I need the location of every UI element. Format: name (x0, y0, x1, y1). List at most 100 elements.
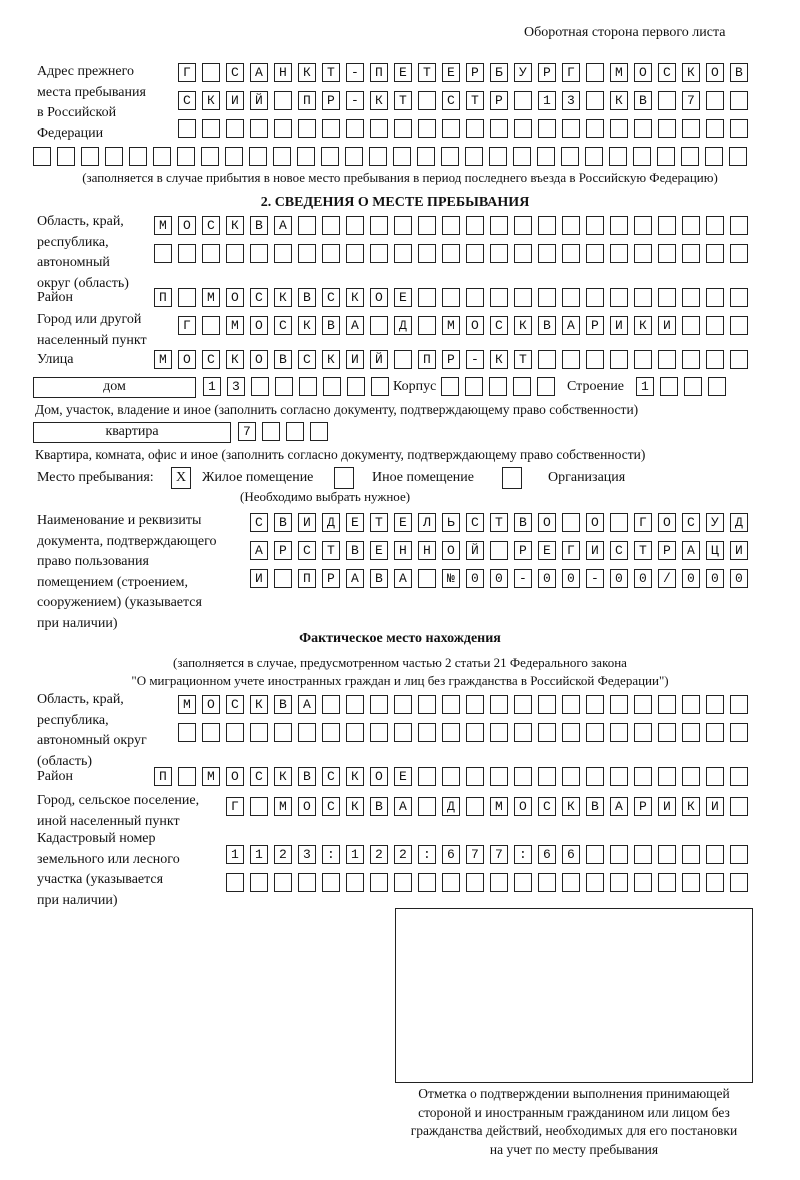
char-cell[interactable] (202, 63, 220, 82)
char-cell[interactable] (538, 216, 556, 235)
char-cell[interactable] (298, 244, 316, 263)
char-cell[interactable] (706, 288, 724, 307)
char-cell[interactable] (658, 288, 676, 307)
char-cell[interactable] (514, 244, 532, 263)
char-cell[interactable] (684, 377, 702, 396)
char-cell[interactable] (706, 767, 724, 786)
char-cell[interactable] (310, 422, 328, 441)
char-cell[interactable] (298, 350, 316, 369)
char-cell[interactable] (609, 147, 627, 166)
char-cell[interactable] (274, 216, 292, 235)
char-cell[interactable] (610, 513, 628, 532)
char-cell[interactable] (586, 216, 604, 235)
char-cell[interactable] (345, 147, 363, 166)
char-cell[interactable] (538, 569, 556, 588)
char-cell[interactable] (514, 541, 532, 560)
char-cell[interactable] (178, 350, 196, 369)
char-cell[interactable] (154, 216, 172, 235)
char-cell[interactable] (442, 63, 460, 82)
char-cell[interactable] (178, 316, 196, 335)
char-cell[interactable] (203, 377, 221, 396)
char-cell[interactable] (658, 723, 676, 742)
char-cell[interactable] (250, 873, 268, 892)
char-cell[interactable] (346, 797, 364, 816)
char-cell[interactable] (538, 288, 556, 307)
char-cell[interactable] (274, 797, 292, 816)
char-cell[interactable] (466, 350, 484, 369)
char-cell[interactable] (370, 63, 388, 82)
char-cell[interactable] (202, 216, 220, 235)
char-cell[interactable] (370, 541, 388, 560)
char-cell[interactable] (610, 91, 628, 110)
char-cell[interactable] (202, 316, 220, 335)
char-cell[interactable] (538, 541, 556, 560)
char-cell[interactable] (538, 797, 556, 816)
char-cell[interactable] (610, 288, 628, 307)
char-cell[interactable] (610, 695, 628, 714)
char-cell[interactable] (262, 422, 280, 441)
char-cell[interactable] (226, 797, 244, 816)
char-cell[interactable] (658, 91, 676, 110)
char-cell[interactable] (346, 316, 364, 335)
char-cell[interactable] (322, 244, 340, 263)
char-cell[interactable] (610, 767, 628, 786)
char-cell[interactable] (490, 767, 508, 786)
char-cell[interactable] (706, 513, 724, 532)
char-cell[interactable] (369, 147, 387, 166)
char-cell[interactable] (442, 119, 460, 138)
char-cell[interactable] (417, 147, 435, 166)
char-cell[interactable] (274, 316, 292, 335)
char-cell[interactable] (538, 845, 556, 864)
char-cell[interactable] (81, 147, 99, 166)
char-cell[interactable] (610, 119, 628, 138)
char-cell[interactable] (394, 216, 412, 235)
apartment-type-field[interactable]: квартира (33, 422, 231, 443)
char-cell[interactable] (322, 723, 340, 742)
char-cell[interactable] (370, 119, 388, 138)
char-cell[interactable] (586, 288, 604, 307)
char-cell[interactable] (418, 216, 436, 235)
char-cell[interactable] (490, 845, 508, 864)
char-cell[interactable] (706, 797, 724, 816)
char-cell[interactable] (658, 873, 676, 892)
char-cell[interactable] (610, 541, 628, 560)
char-cell[interactable] (466, 767, 484, 786)
char-cell[interactable] (706, 569, 724, 588)
char-cell[interactable] (226, 723, 244, 742)
char-cell[interactable] (274, 845, 292, 864)
char-cell[interactable] (418, 569, 436, 588)
char-cell[interactable] (634, 767, 652, 786)
char-cell[interactable] (418, 695, 436, 714)
char-cell[interactable] (322, 288, 340, 307)
char-cell[interactable] (394, 767, 412, 786)
char-cell[interactable] (418, 91, 436, 110)
char-cell[interactable] (346, 63, 364, 82)
char-cell[interactable] (250, 244, 268, 263)
char-cell[interactable] (250, 316, 268, 335)
char-cell[interactable] (298, 119, 316, 138)
char-cell[interactable] (178, 723, 196, 742)
char-cell[interactable] (226, 845, 244, 864)
char-cell[interactable] (490, 244, 508, 263)
char-cell[interactable] (202, 695, 220, 714)
char-cell[interactable] (418, 244, 436, 263)
char-cell[interactable] (658, 845, 676, 864)
char-cell[interactable] (490, 569, 508, 588)
char-cell[interactable] (346, 513, 364, 532)
char-cell[interactable] (514, 695, 532, 714)
char-cell[interactable] (538, 873, 556, 892)
char-cell[interactable] (538, 513, 556, 532)
char-cell[interactable] (250, 797, 268, 816)
char-cell[interactable] (346, 873, 364, 892)
char-cell[interactable] (730, 569, 748, 588)
char-cell[interactable] (226, 91, 244, 110)
char-cell[interactable] (370, 569, 388, 588)
char-cell[interactable] (466, 119, 484, 138)
char-cell[interactable] (682, 63, 700, 82)
char-cell[interactable] (586, 316, 604, 335)
char-cell[interactable] (514, 513, 532, 532)
char-cell[interactable] (298, 723, 316, 742)
char-cell[interactable] (634, 316, 652, 335)
char-cell[interactable] (346, 350, 364, 369)
char-cell[interactable] (178, 244, 196, 263)
